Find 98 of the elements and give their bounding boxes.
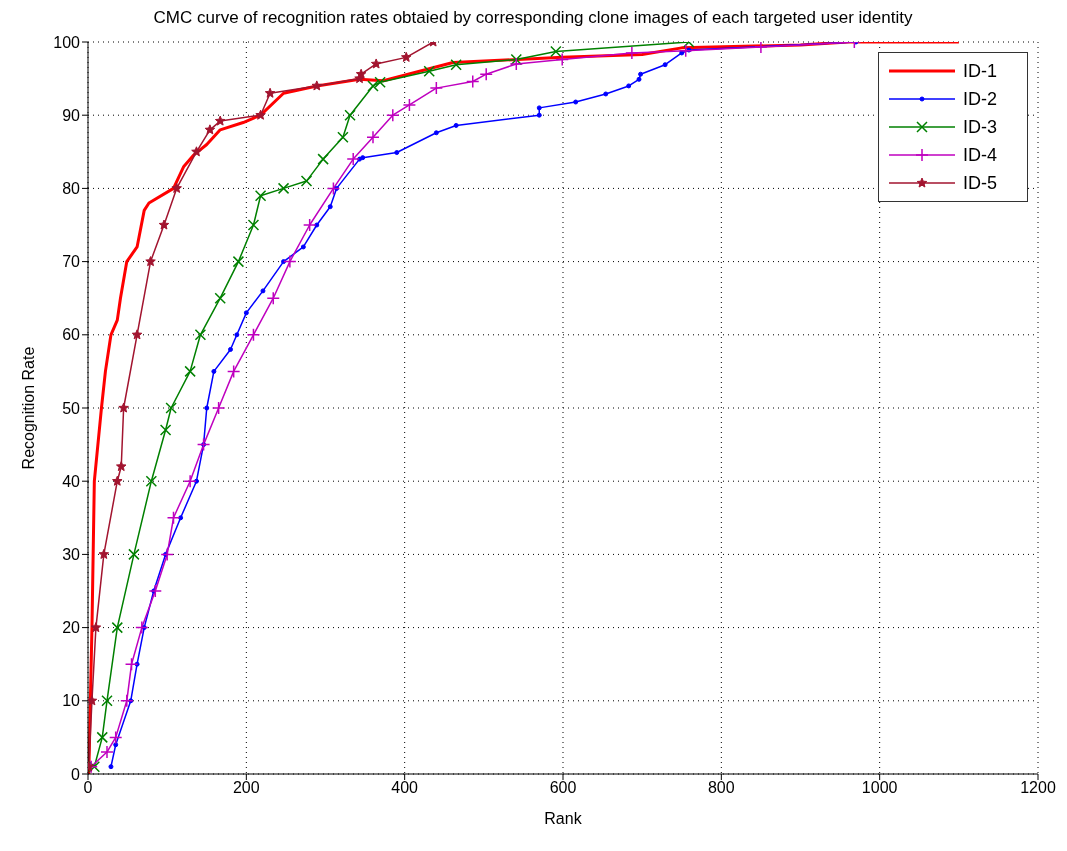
point: [232, 255, 245, 268]
point: [112, 475, 123, 486]
point: [196, 437, 211, 452]
y-tick-label: 30: [62, 546, 81, 564]
point: [159, 424, 172, 436]
point: [367, 80, 379, 92]
point: [509, 57, 524, 71]
point: [108, 730, 123, 745]
x-tick-label: 1000: [861, 779, 898, 797]
point: [254, 189, 267, 202]
point: [96, 731, 108, 744]
legend-label: ID-2: [963, 88, 998, 110]
point: [128, 548, 140, 561]
point: [145, 475, 158, 487]
y-tick-label: 70: [62, 253, 81, 271]
point: [317, 153, 329, 165]
point: [120, 694, 134, 708]
point: [264, 87, 276, 98]
legend-label: ID-1: [963, 60, 998, 82]
y-tick-label: 60: [62, 326, 81, 344]
chart-title: CMC curve of recognition rates obtaied by corresponding clone images of each targeted user identity: [152, 8, 914, 29]
point: [184, 365, 196, 378]
point: [429, 81, 444, 95]
point: [214, 115, 226, 126]
point: [160, 547, 174, 562]
point: [204, 124, 216, 135]
point: [386, 108, 400, 122]
x-tick-label: 600: [549, 779, 577, 797]
point: [247, 219, 260, 231]
point: [111, 621, 124, 634]
point: [283, 254, 297, 269]
y-tick-label: 10: [62, 692, 81, 710]
point: [88, 695, 98, 706]
point: [145, 256, 156, 267]
point: [101, 695, 113, 707]
point: [124, 657, 139, 671]
legend-label: ID-5: [963, 172, 998, 194]
x-tick-label: 1200: [1020, 779, 1056, 797]
point: [191, 146, 202, 157]
point: [466, 74, 480, 89]
point: [402, 98, 417, 112]
point: [226, 364, 241, 379]
y-tick-label: 80: [62, 180, 81, 198]
point: [678, 44, 693, 58]
point: [246, 328, 261, 342]
y-tick-label: 0: [71, 765, 81, 783]
point: [479, 67, 493, 81]
point: [326, 181, 341, 196]
point: [266, 291, 280, 305]
point: [277, 182, 290, 195]
point: [550, 45, 562, 58]
y-tick-label: 100: [53, 33, 81, 51]
y-axis-title: Recognition Rate: [19, 346, 37, 470]
point: [194, 329, 207, 341]
x-tick-label: 800: [707, 779, 735, 797]
point: [98, 548, 110, 559]
point: [450, 58, 462, 71]
point: [625, 46, 639, 60]
legend-label: ID-3: [963, 116, 998, 138]
x-tick-label: 400: [391, 779, 419, 797]
point: [165, 402, 177, 414]
point: [158, 219, 170, 230]
y-tick-label: 40: [62, 472, 81, 490]
y-tick-label: 90: [62, 106, 81, 124]
legend-label: ID-4: [963, 144, 998, 166]
point: [148, 584, 163, 598]
x-tick-label: 0: [83, 779, 93, 797]
x-axis-title: Rank: [544, 810, 583, 827]
y-tick-label: 50: [62, 399, 81, 417]
point: [214, 292, 226, 304]
point: [366, 130, 380, 144]
point: [131, 329, 143, 340]
point: [311, 80, 323, 91]
point: [171, 182, 182, 193]
point: [355, 68, 367, 79]
point: [166, 511, 181, 525]
point: [118, 402, 129, 413]
point: [255, 109, 266, 120]
x-tick-label: 200: [232, 779, 260, 797]
point: [423, 65, 435, 78]
point: [374, 76, 386, 89]
point: [300, 175, 313, 187]
point: [90, 622, 102, 633]
point: [555, 52, 569, 67]
point: [344, 109, 356, 121]
point: [754, 42, 768, 54]
point: [302, 218, 317, 232]
point: [510, 53, 523, 66]
point: [100, 745, 114, 759]
point: [183, 474, 197, 488]
point: [400, 51, 412, 62]
point: [370, 58, 382, 69]
point: [115, 461, 127, 472]
y-tick-label: 20: [62, 619, 81, 637]
point: [346, 152, 360, 166]
point: [211, 401, 226, 415]
point: [135, 620, 149, 635]
point: [337, 131, 349, 143]
